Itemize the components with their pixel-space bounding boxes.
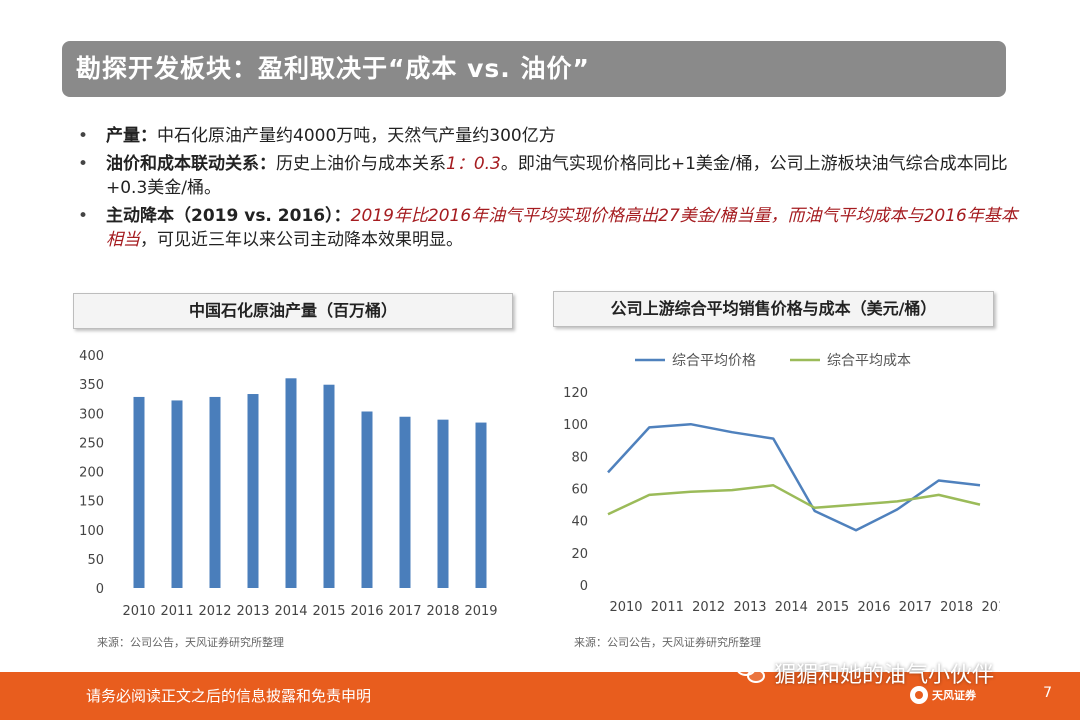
x-tick-label: 2019 [464, 604, 497, 619]
bullet-production: • 产量：中石化原油产量约4000万吨，天然气产量约300亿方 [78, 124, 1018, 148]
x-tick-label: 2010 [609, 600, 642, 615]
y-tick-label: 200 [79, 466, 104, 481]
bullet-price-cost-link: • 油价和成本联动关系：历史上油价与成本关系1：0.3。即油气实现价格同比+1美… [78, 152, 1018, 200]
y-tick-label: 50 [87, 553, 104, 568]
y-tick-label: 250 [79, 436, 104, 451]
bar-2014 [285, 378, 297, 588]
watermark-text: 猸猸和她的油气小伙伴 [774, 663, 995, 688]
bar-2011 [171, 400, 183, 588]
x-tick-label: 2011 [160, 604, 193, 619]
page-number: 7 [1043, 685, 1052, 701]
x-tick-label: 2017 [899, 600, 932, 615]
bullet-dot: • [78, 206, 89, 226]
crude-output-bar-chart: 0 50 100 150 200 250 300 350 400 2010 2011 2012 2013… [79, 349, 497, 619]
y-tick-label: 120 [563, 386, 588, 401]
wechat-icon [736, 660, 766, 686]
x-tick-label: 2013 [733, 600, 766, 615]
x-tick-label: 2014 [274, 604, 307, 619]
x-tick-label: 2017 [388, 604, 421, 619]
bullet-dot: • [78, 126, 89, 146]
y-tick-label: 150 [79, 495, 104, 510]
x-tick-label: 2015 [816, 600, 849, 615]
x-tick-label: 2018 [426, 604, 459, 619]
x-tick-label: 2010 [122, 604, 155, 619]
price-cost-line-chart: 综合平均价格 综合平均成本 0 20 40 60 80 100 120 2010 2011 2012 2… [563, 353, 1000, 615]
x-tick-label: 2016 [857, 600, 890, 615]
y-tick-label: 80 [571, 450, 588, 465]
legend-label: 综合平均价格 [672, 353, 756, 369]
y-tick-label: 300 [79, 407, 104, 422]
x-tick-label: 2018 [940, 600, 973, 615]
bar-2018 [437, 419, 449, 588]
wechat-watermark: 猸猸和她的油气小伙伴 [736, 655, 994, 691]
bar-2017 [399, 416, 411, 588]
bar-2012 [209, 396, 221, 588]
x-tick-label: 2016 [350, 604, 383, 619]
brand-name: 天风证券 [932, 689, 976, 702]
bullet-label: 产量： [106, 126, 157, 146]
bar-2010 [133, 396, 145, 588]
disclaimer-link[interactable]: 请务必阅读正文之后的信息披露和免责申明 [86, 687, 372, 705]
source-note-right: 来源：公司公告，天风证券研究所整理 [574, 636, 761, 649]
y-tick-label: 350 [79, 378, 104, 393]
bullet-label: 油价和成本联动关系： [106, 154, 276, 174]
series-line-price [607, 422, 981, 532]
brand-logo: 天风证券 [910, 686, 976, 704]
tianfeng-logo-icon [910, 686, 928, 704]
bullet-text: 。即油气实现价格同比+1美金/桶，公司上游板块油气综合成本同比+0.3美金/桶。 [106, 154, 1008, 198]
chart-right-title: 公司上游综合平均销售价格与成本（美元/桶） [553, 291, 994, 327]
bullet-highlight: 2019年比2016年油气平均实现价格高出27美金/桶当量，而油气平均成本与20… [106, 206, 1018, 250]
footer-bar: 请务必阅读正文之后的信息披露和免责申明 天风证券 7 [0, 672, 1080, 720]
bullet-highlight: 1：0.3 [446, 154, 501, 174]
legend-label: 综合平均成本 [827, 353, 911, 369]
x-tick-label: 2011 [651, 600, 684, 615]
y-tick-label: 20 [571, 547, 588, 562]
bullet-text: 中石化原油产量约4000万吨，天然气产量约300亿方 [157, 126, 556, 146]
y-tick-label: 100 [79, 524, 104, 539]
x-tick-label: 2015 [312, 604, 345, 619]
x-tick-label: 2019 [981, 600, 1000, 615]
y-tick-label: 0 [580, 579, 588, 594]
x-tick-label: 2012 [692, 600, 725, 615]
y-tick-label: 40 [571, 515, 588, 530]
x-tick-label: 2012 [198, 604, 231, 619]
bullet-label: 主动降本（2019 vs. 2016）： [106, 206, 351, 226]
bar-2013 [247, 394, 259, 588]
x-tick-label: 2014 [775, 600, 808, 615]
y-tick-label: 60 [571, 483, 588, 498]
bullet-text: 历史上油价与成本关系 [276, 154, 446, 174]
x-tick-label: 2013 [236, 604, 269, 619]
slide-title: 勘探开发板块：盈利取决于“成本 vs. 油价” [62, 41, 1006, 97]
bullet-list: • 产量：中石化原油产量约4000万吨，天然气产量约300亿方 • 油价和成本联… [78, 124, 1018, 256]
bullet-cost-reduction: • 主动降本（2019 vs. 2016）：2019年比2016年油气平均实现价… [78, 204, 1018, 252]
bar-2015 [323, 384, 335, 588]
bullet-text: ，可见近三年以来公司主动降本效果明显。 [140, 230, 463, 250]
bar-2016 [361, 411, 373, 588]
series-line-cost [607, 484, 981, 516]
y-tick-label: 400 [79, 349, 104, 364]
bar-2019 [475, 422, 487, 588]
bullet-dot: • [78, 154, 89, 174]
chart-left-title: 中国石化原油产量（百万桶） [73, 293, 513, 329]
y-tick-label: 100 [563, 418, 588, 433]
source-note-left: 来源：公司公告，天风证券研究所整理 [97, 636, 284, 649]
y-tick-label: 0 [96, 582, 104, 597]
